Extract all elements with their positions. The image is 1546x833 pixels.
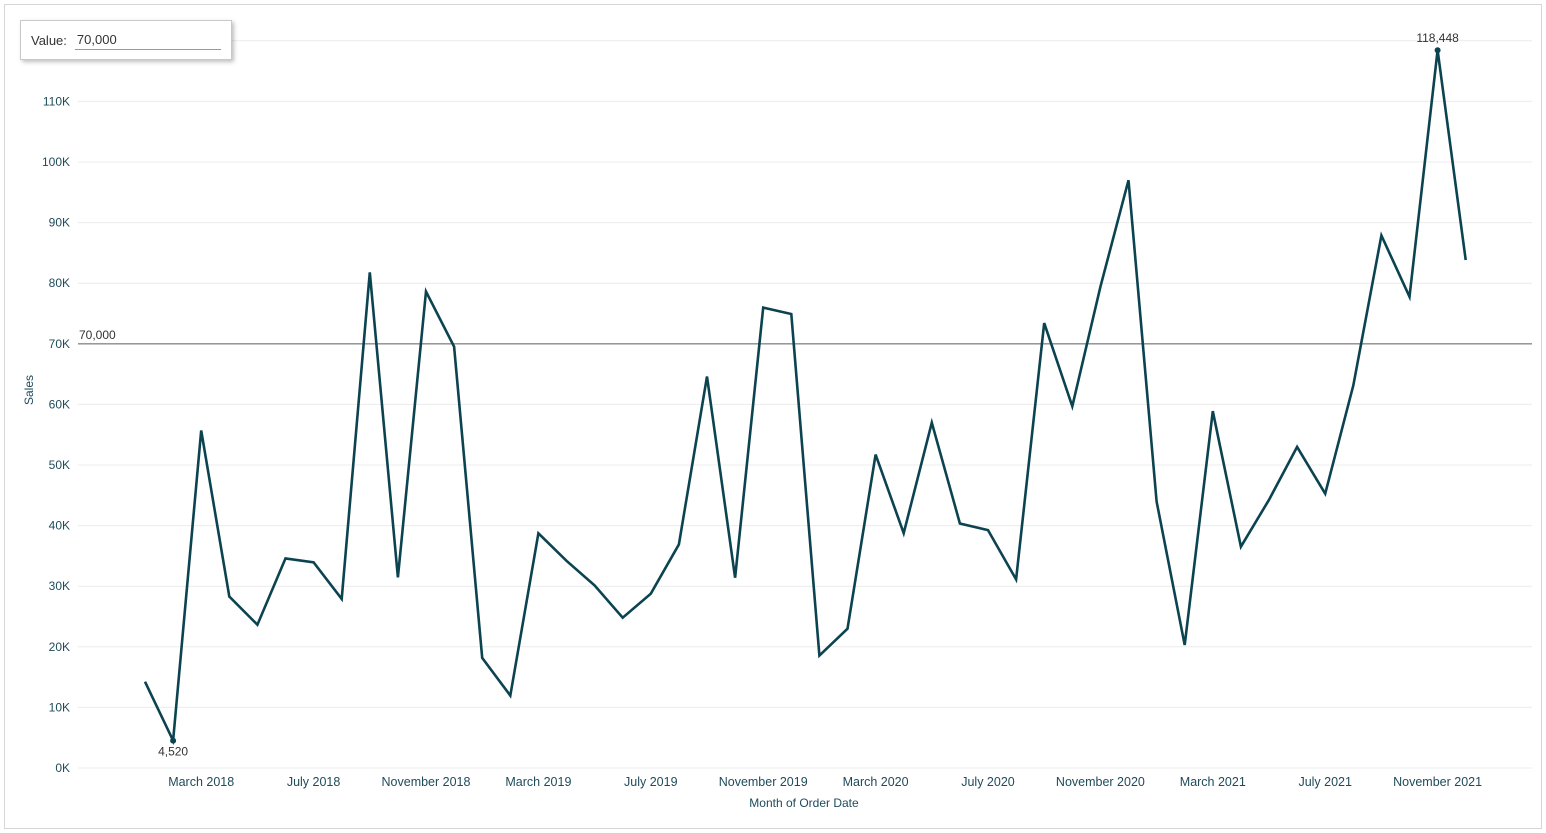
reference-line-label: 70,000 (79, 328, 116, 342)
x-axis-title: Month of Order Date (749, 796, 859, 810)
y-tick-label: 50K (49, 458, 70, 472)
x-tick-label: July 2018 (287, 775, 341, 789)
value-parameter-input[interactable] (74, 30, 221, 50)
x-tick-label: November 2021 (1393, 775, 1482, 789)
y-axis-ticks: 0K 10K 20K 30K 40K 50K 60K 70K 80K 90K 100K 110K (42, 94, 70, 775)
y-axis-title: Sales (22, 375, 36, 405)
y-tick-label: 80K (49, 276, 70, 290)
x-tick-label: November 2019 (719, 775, 808, 789)
y-tick-label: 20K (49, 640, 70, 654)
value-parameter-control: Value: (20, 20, 232, 60)
data-point-marker[interactable] (170, 737, 177, 744)
value-parameter-label: Value: (31, 32, 67, 48)
x-tick-label: March 2021 (1180, 775, 1246, 789)
gridlines (78, 40, 1532, 769)
y-tick-label: 60K (49, 397, 70, 411)
x-tick-label: July 2020 (961, 775, 1015, 789)
sales-series-line[interactable] (143, 50, 1467, 746)
x-tick-label: July 2019 (624, 775, 678, 789)
x-tick-label: March 2018 (168, 775, 234, 789)
x-tick-label: November 2020 (1056, 775, 1145, 789)
y-tick-label: 70K (49, 337, 70, 351)
y-tick-label: 100K (42, 155, 70, 169)
y-tick-label: 90K (49, 216, 70, 230)
y-tick-label: 30K (49, 579, 70, 593)
y-tick-label: 110K (43, 94, 70, 108)
y-tick-label: 10K (49, 700, 70, 714)
chart-frame (4, 4, 1542, 829)
x-tick-label: March 2019 (505, 775, 571, 789)
y-tick-label: 40K (49, 519, 70, 533)
data-points: 4,520 118,448 (158, 31, 1459, 758)
x-axis-ticks: March 2018 July 2018 November 2018 March 20… (168, 775, 1482, 789)
data-point-label: 4,520 (158, 745, 188, 759)
x-tick-label: July 2021 (1298, 775, 1352, 789)
y-tick-label: 0K (55, 761, 70, 775)
data-point-marker[interactable] (1434, 47, 1441, 54)
x-tick-label: November 2018 (382, 775, 471, 789)
x-tick-label: March 2020 (843, 775, 909, 789)
data-point-label: 118,448 (1416, 31, 1459, 45)
